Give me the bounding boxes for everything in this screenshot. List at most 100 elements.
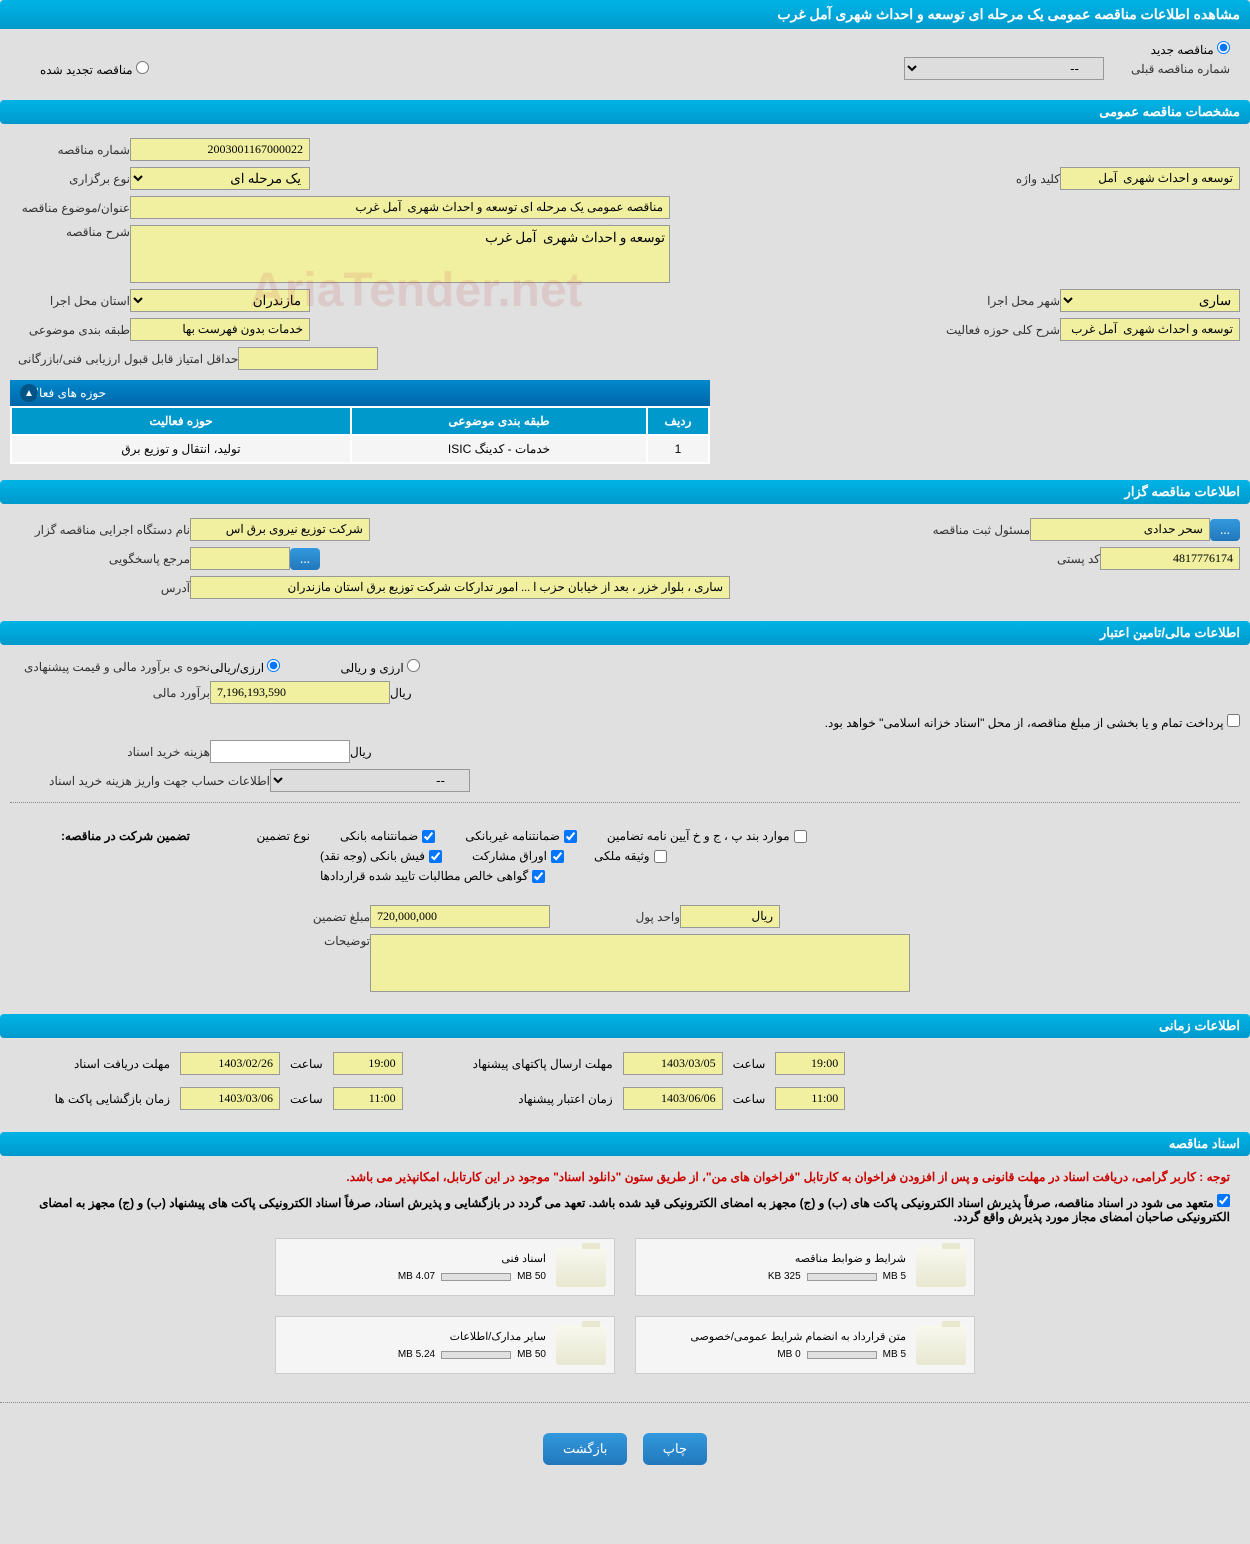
category-label: طبقه بندی موضوعی [10,323,130,337]
radio-both[interactable]: ارزی و ریالی [340,659,420,675]
estimate-field[interactable] [210,681,390,704]
doc-item[interactable]: اسناد فنی 50 MB 4.07 MB [275,1238,615,1296]
activity-desc-label: شرح کلی حوزه فعالیت [900,323,1060,337]
folder-icon [556,1247,606,1287]
time-label-4: ساعت [733,1092,766,1106]
unit-rial: ریال [390,686,412,700]
cb-bank-receipt[interactable]: فیش بانکی (وجه نقد) [320,849,442,863]
city-select[interactable]: ساری [1060,289,1240,312]
doc-item[interactable]: سایر مدارک/اطلاعات 50 MB 5.24 MB [275,1316,615,1374]
col-category: طبقه بندی موضوعی [352,408,646,434]
doc-total: 50 MB [517,1271,546,1282]
time-label-3: ساعت [290,1092,323,1106]
section-general: مشخصات مناقصه عمومی [0,100,1250,124]
doc-item[interactable]: متن قرارداد به انضمام شرایط عمومی/خصوصی … [635,1316,975,1374]
col-row: ردیف [648,408,708,434]
section-financial: اطلاعات مالی/تامین اعتبار [0,621,1250,645]
type-select[interactable]: یک مرحله ای [130,167,310,190]
currency-unit-field [680,905,780,928]
radio-new-label: مناقصه جدید [1151,43,1214,57]
activities-header: حوزه های فعالیت ▲ [10,380,710,406]
desc-label: شرح مناقصه [10,225,130,239]
guarantee-label: تضمین شرکت در مناقصه: [20,829,190,843]
registrar-field [1030,518,1210,541]
radio-renew-tender[interactable]: مناقصه تجدید شده [40,61,149,77]
cb-participation[interactable]: اوراق مشارکت [472,849,564,863]
doc-used: 4.07 MB [398,1271,435,1282]
response-ref-label: مرجع پاسخگویی [10,552,190,566]
minimize-icon[interactable]: ▲ [20,384,38,402]
notes-label: توضیحات [280,934,370,948]
pack-open-date[interactable] [180,1087,280,1110]
doc-title: اسناد فنی [284,1252,546,1265]
keyword-field[interactable] [1060,167,1240,190]
pack-send-label: مهلت ارسال پاکتهای پیشنهاد [463,1057,613,1071]
page-title: مشاهده اطلاعات مناقصه عمومی یک مرحله ای … [0,0,1250,29]
postal-label: کد پستی [980,552,1100,566]
city-label: شهر محل اجرا [940,294,1060,308]
province-select[interactable]: مازندران [130,289,310,312]
doc-total: 5 MB [883,1271,906,1282]
more-button[interactable]: ... [1210,519,1240,541]
radio-new-tender[interactable]: مناقصه جدید [1151,43,1230,57]
desc-textarea[interactable]: توسعه و احداث شهری آمل غرب [130,225,670,283]
folder-icon [556,1325,606,1365]
folder-icon [916,1325,966,1365]
prev-number-label: شماره مناقصه قبلی [1110,62,1230,76]
doc-deadline-label: مهلت دریافت اسناد [20,1057,170,1071]
notice-text: توجه : کاربر گرامی، دریافت اسناد در مهلت… [10,1164,1240,1190]
pack-open-label: زمان بازگشایی پاکت ها [20,1092,170,1106]
cb-contract-claims[interactable]: گواهی خالص مطالبات تایید شده قراردادها [320,869,545,883]
offer-validity-date[interactable] [623,1087,723,1110]
payment-note-text: پرداخت تمام و یا بخشی از مبلغ مناقصه، از… [825,716,1224,730]
table-row: 1 خدمات - کدینگ ISIC تولید، انتقال و توز… [12,436,708,462]
pack-send-time[interactable] [775,1052,845,1075]
cb-items-bpj[interactable]: موارد بند پ ، ج و خ آیین نامه تضامین [607,829,807,843]
account-info-label: اطلاعات حساب جهت واریز هزینه خرید اسناد [10,774,270,788]
print-button[interactable]: چاپ [643,1433,707,1465]
tender-number-field [130,138,310,161]
tender-number-label: شماره مناقصه [10,143,130,157]
divider [0,1402,1250,1403]
activities-table: ردیف طبقه بندی موضوعی حوزه فعالیت 1 خدما… [10,406,710,464]
notes-textarea[interactable] [370,934,910,992]
province-label: استان محل اجرا [10,294,130,308]
pack-send-date[interactable] [623,1052,723,1075]
commitment-text: متعهد می شود در اسناد مناقصه، صرفاً پذیر… [10,1190,1240,1228]
lookup-button[interactable]: ... [290,548,320,570]
account-select[interactable]: -- [270,769,470,792]
min-score-field[interactable] [238,347,378,370]
doc-total: 50 MB [517,1349,546,1360]
radio-rial[interactable]: ارزی/ریالی [210,659,280,675]
offer-validity-time[interactable] [775,1087,845,1110]
currency-unit-label: واحد پول [610,910,680,924]
postal-field[interactable] [1100,547,1240,570]
activity-desc-field[interactable] [1060,318,1240,341]
cb-bank-guarantee[interactable]: ضمانتنامه بانکی [340,829,435,843]
doc-title: متن قرارداد به انضمام شرایط عمومی/خصوصی [644,1330,906,1343]
doc-item[interactable]: شرایط و ضوابط مناقصه 5 MB 325 KB [635,1238,975,1296]
doc-used: 0 MB [777,1349,800,1360]
doc-fee-field[interactable] [210,740,350,763]
time-label-2: ساعت [733,1057,766,1071]
offer-validity-label: زمان اعتبار پیشنهاد [463,1092,613,1106]
doc-deadline-date[interactable] [180,1052,280,1075]
cb-property[interactable]: وثیقه ملکی [594,849,667,863]
address-field[interactable] [190,576,730,599]
doc-deadline-time[interactable] [333,1052,403,1075]
section-timing: اطلاعات زمانی [0,1014,1250,1038]
category-field [130,318,310,341]
subject-field[interactable] [130,196,670,219]
commitment-checkbox[interactable] [1217,1194,1230,1207]
payment-note-checkbox[interactable]: پرداخت تمام و یا بخشی از مبلغ مناقصه، از… [825,716,1240,730]
radio-renew-label: مناقصه تجدید شده [40,63,133,77]
response-ref-field[interactable] [190,547,290,570]
back-button[interactable]: بازگشت [543,1433,627,1465]
pack-open-time[interactable] [333,1087,403,1110]
guarantee-amount-field[interactable] [370,905,550,928]
exec-name-field [190,518,370,541]
min-score-label: حداقل امتیاز قابل قبول ارزیابی فنی/بازرگ… [10,352,238,366]
prev-number-select[interactable]: -- [904,57,1104,80]
doc-used: 5.24 MB [398,1349,435,1360]
cb-nonbank-guarantee[interactable]: ضمانتنامه غیربانکی [465,829,577,843]
